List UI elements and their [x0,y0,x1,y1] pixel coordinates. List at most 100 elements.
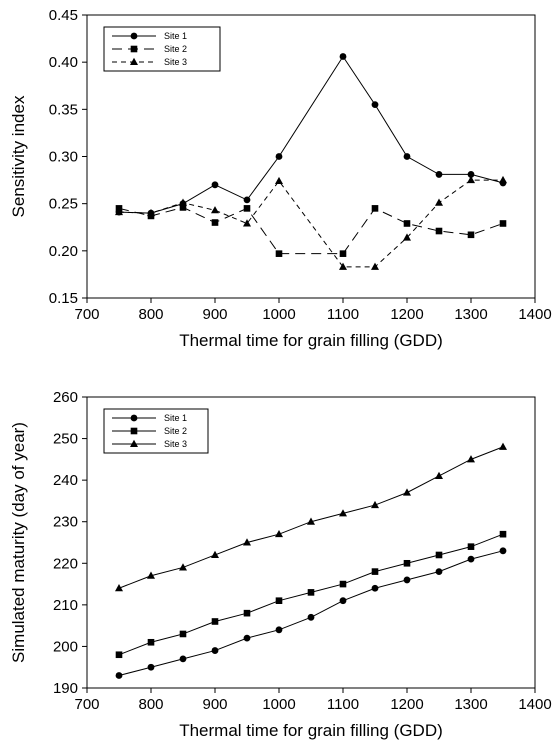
y-tick-label: 0.25 [49,196,78,213]
data-point [467,543,475,550]
data-point [339,509,347,517]
data-point [243,634,251,642]
legend-marker [130,45,138,53]
series-line [118,206,504,255]
x-tick-label: 1200 [390,696,423,713]
data-point [275,250,283,257]
y-tick-label: 220 [53,555,78,572]
y-axis-label: Sensitivity index [9,95,28,217]
data-point [403,559,411,567]
data-point [211,206,219,214]
y-tick-label: 0.15 [49,290,78,307]
data-point [371,568,379,575]
legend-label: Site 3 [164,57,187,67]
legend-marker [130,427,138,435]
y-axis-label: Simulated maturity (day of year) [9,422,28,663]
data-point [243,609,251,617]
legend-label: Site 2 [164,44,187,54]
data-point [243,538,251,546]
x-tick-label: 900 [202,696,227,713]
data-point [403,233,411,241]
data-point [339,597,347,605]
data-point [499,547,507,555]
legend-marker [130,57,138,65]
series-site-1 [115,547,507,679]
data-point [339,53,347,60]
plot-frame [86,396,536,689]
data-point [435,568,443,575]
x-tick-label: 1200 [390,306,423,323]
data-point [499,530,507,538]
data-point [275,529,283,538]
data-point [435,171,443,178]
x-tick-label: 1000 [262,696,295,713]
data-point [243,196,251,204]
x-tick-label: 700 [74,306,99,323]
data-point [115,651,123,659]
data-point [115,672,123,679]
data-point [435,551,443,559]
legend-marker [130,414,138,422]
data-point [115,207,123,216]
data-point [435,198,443,206]
data-point [371,205,379,212]
data-point [467,175,475,184]
data-point [435,471,443,479]
data-point [307,613,315,621]
data-point [211,181,219,189]
x-tick-label: 1300 [454,306,487,323]
data-point [275,626,283,634]
x-tick-label: 1100 [327,306,359,323]
data-point [211,550,219,558]
data-point [147,571,155,579]
y-tick-label: 240 [53,472,78,489]
data-point [467,231,475,239]
data-point [179,198,187,206]
y-tick-label: 0.20 [49,243,78,260]
x-tick-label: 1300 [454,696,487,713]
series-site-1 [115,53,507,217]
data-point [179,563,187,571]
data-point [467,455,475,463]
y-tick-label: 0.30 [49,149,78,166]
data-point [435,227,443,235]
x-tick-label: 1400 [518,696,551,713]
data-point [211,647,219,654]
legend-box [103,26,221,72]
data-point [403,488,411,496]
data-point [403,220,411,227]
series-site-3 [115,442,507,592]
y-tick-label: 210 [53,597,78,614]
data-point [147,208,155,217]
data-point [275,153,283,160]
data-point [179,655,187,663]
data-point [371,584,379,592]
data-point [499,175,507,184]
data-point [371,500,379,509]
data-point [211,618,219,625]
x-axis-label: Thermal time for grain filling (GDD) [179,331,443,350]
data-point [211,219,219,226]
x-tick-label: 1100 [327,696,359,713]
data-point [307,517,315,525]
legend-label: Site 1 [164,31,187,41]
legend-marker [130,439,138,447]
x-axis-label: Thermal time for grain filling (GDD) [179,721,443,740]
data-point [275,176,283,185]
data-point [371,101,379,109]
data-point [147,638,155,646]
series-site-3 [115,175,507,270]
data-point [275,597,283,604]
data-point [147,663,155,671]
series-site-2 [115,530,507,659]
data-point [499,442,507,450]
data-point [403,153,411,160]
legend-label: Site 2 [164,426,187,436]
x-tick-label: 900 [202,306,227,323]
x-tick-label: 700 [74,696,99,713]
data-point [243,219,251,227]
x-tick-label: 1400 [518,306,551,323]
series-line [118,55,504,214]
data-point [403,576,411,584]
